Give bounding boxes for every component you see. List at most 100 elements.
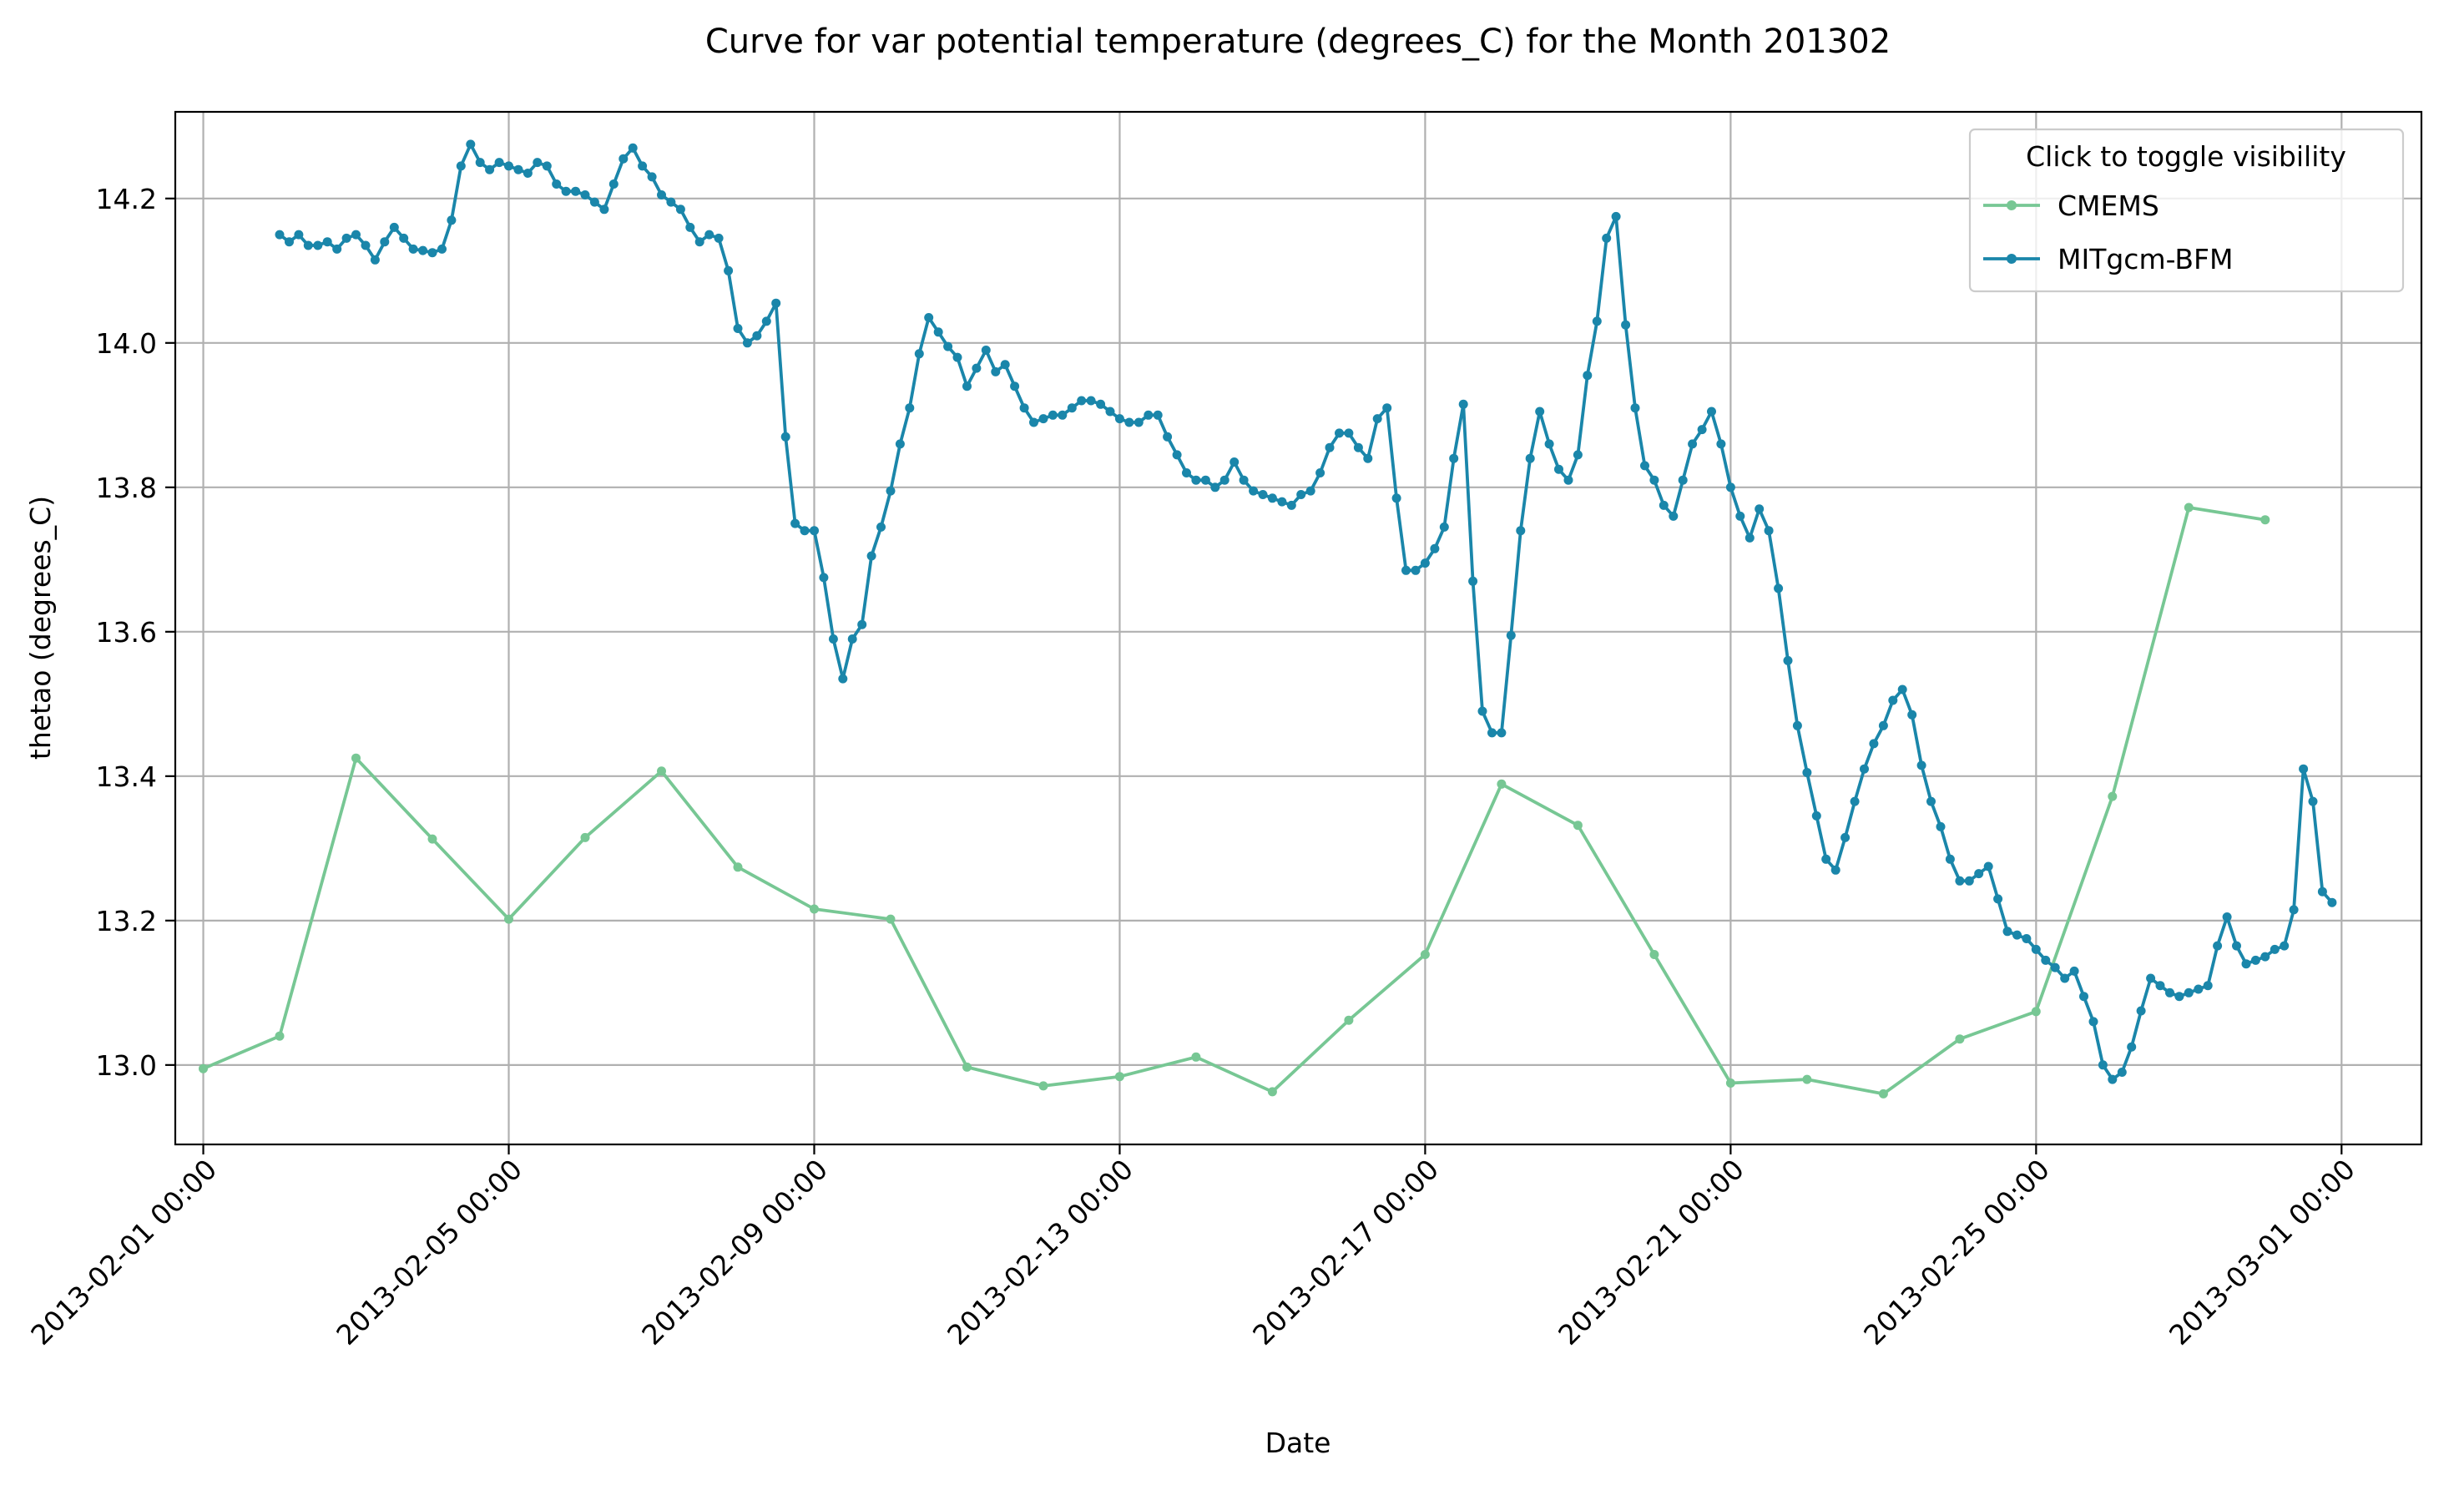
data-point-mitgcm-bfm (322, 237, 332, 247)
data-point-mitgcm-bfm (1554, 464, 1563, 474)
data-point-mitgcm-bfm (2280, 941, 2290, 951)
data-point-mitgcm-bfm (1114, 414, 1124, 424)
data-point-mitgcm-bfm (2088, 1017, 2098, 1027)
data-point-cmems (1725, 1078, 1735, 1088)
data-point-mitgcm-bfm (1305, 486, 1315, 496)
data-point-mitgcm-bfm (2117, 1068, 2127, 1077)
data-point-mitgcm-bfm (361, 240, 371, 250)
data-point-mitgcm-bfm (303, 240, 313, 250)
data-point-mitgcm-bfm (838, 674, 848, 684)
data-point-mitgcm-bfm (1916, 760, 1926, 770)
data-point-mitgcm-bfm (1936, 821, 1946, 831)
data-point-mitgcm-bfm (1678, 475, 1688, 485)
x-axis-label: Date (1265, 1427, 1331, 1459)
data-point-mitgcm-bfm (1583, 371, 1593, 381)
data-point-mitgcm-bfm (1926, 796, 1936, 806)
data-point-mitgcm-bfm (857, 619, 867, 629)
data-point-mitgcm-bfm (694, 237, 704, 247)
data-point-mitgcm-bfm (1506, 630, 1516, 640)
legend-marker-cmems (2007, 200, 2017, 210)
data-point-cmems (199, 1063, 208, 1073)
data-point-mitgcm-bfm (1038, 414, 1048, 424)
legend-item-mitgcm-bfm[interactable]: MITgcm-BFM (1983, 243, 2233, 275)
data-point-mitgcm-bfm (1296, 490, 1306, 499)
data-point-mitgcm-bfm (866, 551, 876, 561)
data-point-mitgcm-bfm (733, 324, 743, 333)
data-point-mitgcm-bfm (742, 338, 752, 348)
data-point-mitgcm-bfm (466, 139, 476, 149)
data-point-mitgcm-bfm (761, 316, 771, 326)
data-point-mitgcm-bfm (523, 169, 533, 178)
data-point-mitgcm-bfm (810, 526, 819, 536)
data-point-mitgcm-bfm (886, 486, 896, 496)
data-point-mitgcm-bfm (380, 237, 390, 247)
data-point-mitgcm-bfm (1468, 576, 1478, 586)
data-point-mitgcm-bfm (2146, 973, 2156, 983)
y-tick-label: 14.0 (96, 327, 157, 360)
data-point-mitgcm-bfm (2308, 796, 2318, 806)
data-point-mitgcm-bfm (1096, 399, 1106, 409)
data-point-mitgcm-bfm (704, 230, 714, 240)
legend-item-cmems[interactable]: CMEMS (1983, 189, 2159, 222)
chart-title: Curve for var potential temperature (deg… (705, 23, 1891, 61)
data-point-mitgcm-bfm (619, 154, 629, 164)
data-point-mitgcm-bfm (666, 197, 676, 207)
data-point-mitgcm-bfm (1124, 417, 1134, 427)
data-point-mitgcm-bfm (1019, 403, 1029, 413)
data-point-cmems (504, 914, 513, 924)
data-point-mitgcm-bfm (1325, 442, 1335, 452)
data-point-mitgcm-bfm (1153, 410, 1163, 420)
data-point-mitgcm-bfm (1401, 565, 1411, 575)
data-point-mitgcm-bfm (1764, 526, 1774, 536)
data-point-mitgcm-bfm (1640, 461, 1649, 471)
data-point-mitgcm-bfm (771, 298, 781, 308)
data-point-mitgcm-bfm (294, 230, 304, 240)
data-point-mitgcm-bfm (1477, 706, 1487, 716)
data-point-cmems (733, 862, 743, 872)
data-point-cmems (1038, 1081, 1048, 1091)
data-point-mitgcm-bfm (1830, 865, 1840, 875)
data-point-mitgcm-bfm (1010, 381, 1020, 391)
data-point-mitgcm-bfm (1430, 543, 1440, 553)
data-point-mitgcm-bfm (1907, 710, 1917, 720)
data-point-mitgcm-bfm (1544, 439, 1554, 449)
data-point-mitgcm-bfm (895, 439, 905, 449)
y-tick-label: 13.2 (96, 905, 157, 937)
data-point-mitgcm-bfm (1869, 739, 1879, 749)
series-mitgcm-bfm (275, 139, 2337, 1084)
data-point-mitgcm-bfm (2232, 941, 2241, 951)
y-tick-label: 14.2 (96, 183, 157, 215)
data-point-mitgcm-bfm (1774, 583, 1784, 593)
series-line-cmems (202, 506, 2266, 1096)
data-point-mitgcm-bfm (599, 205, 609, 215)
data-point-mitgcm-bfm (1964, 876, 1974, 886)
data-point-cmems (1267, 1087, 1277, 1097)
data-point-mitgcm-bfm (1163, 432, 1173, 442)
data-point-mitgcm-bfm (2250, 955, 2260, 965)
data-point-mitgcm-bfm (437, 244, 447, 254)
data-point-mitgcm-bfm (1860, 764, 1869, 774)
data-point-mitgcm-bfm (1497, 728, 1507, 738)
data-point-mitgcm-bfm (1182, 468, 1191, 477)
data-point-mitgcm-bfm (1058, 410, 1068, 420)
data-point-cmems (1191, 1052, 1201, 1062)
data-point-cmems (580, 832, 590, 842)
legend-box (1968, 128, 2405, 293)
data-point-mitgcm-bfm (685, 222, 695, 232)
data-point-mitgcm-bfm (313, 240, 323, 250)
data-point-mitgcm-bfm (1029, 417, 1038, 427)
data-point-mitgcm-bfm (285, 237, 294, 247)
y-axis-label: thetao (degrees_C) (24, 496, 57, 760)
data-point-mitgcm-bfm (1983, 861, 1993, 871)
data-point-mitgcm-bfm (447, 215, 457, 225)
legend-label-cmems: CMEMS (2058, 189, 2159, 222)
legend[interactable]: Click to toggle visibility CMEMS MITgcm-… (1968, 128, 2405, 293)
data-point-cmems (2108, 791, 2118, 801)
data-point-mitgcm-bfm (399, 233, 409, 243)
data-point-mitgcm-bfm (1077, 396, 1087, 406)
data-point-mitgcm-bfm (981, 346, 991, 355)
data-point-mitgcm-bfm (2079, 992, 2088, 1002)
data-point-mitgcm-bfm (1344, 428, 1354, 438)
data-point-cmems (1878, 1088, 1888, 1099)
